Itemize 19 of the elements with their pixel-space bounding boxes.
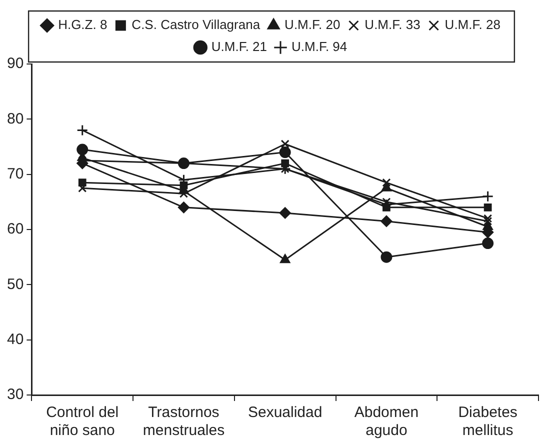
- y-tick-label: 30: [6, 386, 24, 404]
- y-tick-label: 50: [6, 276, 24, 293]
- legend-label: U.M.F. 20: [284, 17, 340, 32]
- y-tick-label: 40: [6, 330, 24, 348]
- legend-label: U.M.F. 21: [211, 39, 267, 54]
- y-tick-label: 90: [6, 55, 24, 72]
- legend-label: C.S. Castro Villagrana: [132, 17, 261, 32]
- x-tick-label: Diabetes mellitus: [458, 404, 518, 440]
- legend-label: H.G.Z. 8: [58, 17, 108, 32]
- y-tick-label: 70: [6, 165, 24, 182]
- legend-label: U.M.F. 28: [444, 17, 500, 32]
- legend-label: U.M.F. 94: [292, 39, 348, 54]
- y-tick-label: 80: [6, 110, 24, 128]
- y-tick-label: 60: [6, 220, 24, 238]
- x-tick-label: Control del niño sano: [46, 404, 119, 440]
- x-tick-label: Sexualidad: [248, 404, 322, 422]
- legend-label: U.M.F. 33: [364, 17, 420, 32]
- x-tick-label: Trastornos menstruales: [142, 404, 225, 440]
- x-tick-label: Abdomen agudo: [354, 404, 419, 440]
